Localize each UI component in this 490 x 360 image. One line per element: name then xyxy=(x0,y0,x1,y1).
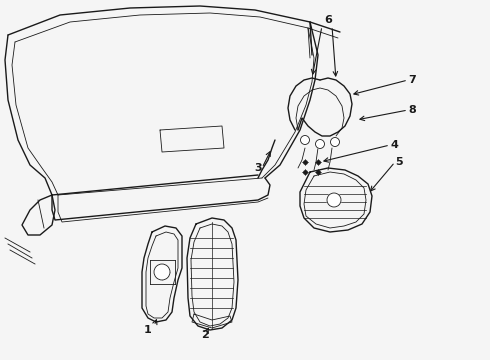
Text: 8: 8 xyxy=(408,105,416,115)
Text: 5: 5 xyxy=(395,157,403,167)
Text: 3: 3 xyxy=(254,163,262,173)
Circle shape xyxy=(300,135,310,144)
Circle shape xyxy=(316,139,324,148)
Text: 1: 1 xyxy=(144,325,152,335)
Circle shape xyxy=(327,193,341,207)
Text: 4: 4 xyxy=(390,140,398,150)
Circle shape xyxy=(330,138,340,147)
Circle shape xyxy=(154,264,170,280)
Text: 7: 7 xyxy=(408,75,416,85)
Text: 2: 2 xyxy=(201,330,209,340)
Text: 6: 6 xyxy=(324,15,332,25)
